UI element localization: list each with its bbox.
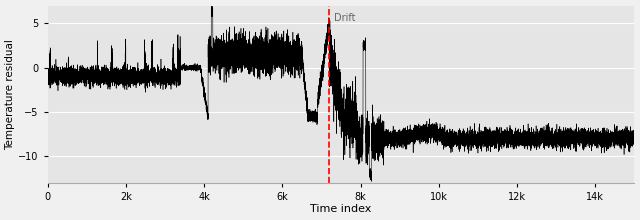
X-axis label: Time index: Time index [310,204,372,214]
Text: Drift: Drift [334,13,356,23]
Y-axis label: Temperature residual: Temperature residual [6,39,15,150]
